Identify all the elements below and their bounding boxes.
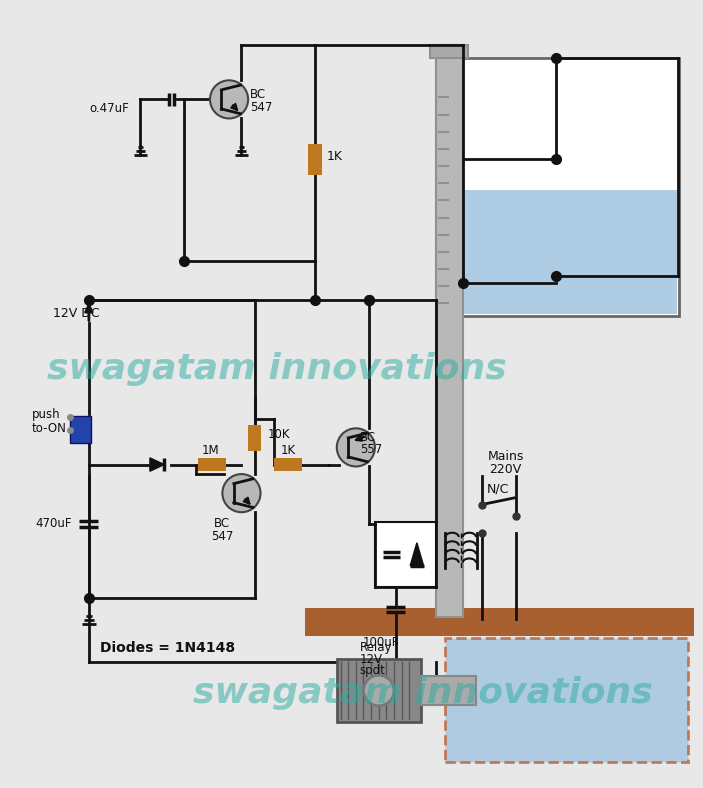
Bar	[420, 676, 476, 704]
Text: 12V: 12V	[360, 652, 382, 666]
Bar	[457, 190, 677, 314]
Bar	[375, 522, 436, 586]
Text: to-ON: to-ON	[32, 422, 67, 435]
Circle shape	[363, 675, 394, 706]
Polygon shape	[411, 543, 423, 566]
Text: 547: 547	[250, 101, 272, 113]
Bar	[308, 144, 321, 175]
Bar	[436, 45, 463, 617]
Bar	[455, 58, 679, 316]
Text: 547: 547	[211, 530, 233, 543]
Bar	[274, 458, 302, 471]
Text: swagatam innovations: swagatam innovations	[47, 352, 507, 386]
Bar	[446, 638, 688, 762]
Bar	[430, 45, 468, 58]
Polygon shape	[150, 458, 165, 471]
Text: BC: BC	[360, 431, 376, 444]
Text: Mains: Mains	[487, 451, 524, 463]
Text: Relay: Relay	[360, 641, 392, 654]
Text: BC: BC	[250, 88, 266, 101]
Text: 10K: 10K	[268, 429, 290, 441]
Text: 1M: 1M	[201, 444, 219, 457]
Text: 1K: 1K	[326, 150, 342, 163]
Circle shape	[222, 474, 261, 512]
Bar	[198, 458, 226, 471]
Circle shape	[337, 429, 375, 466]
Text: spdt: spdt	[360, 664, 385, 677]
Text: 557: 557	[360, 443, 382, 455]
Text: 220V: 220V	[489, 463, 522, 476]
Bar	[305, 608, 695, 636]
Text: 100uF: 100uF	[363, 637, 399, 649]
Text: Diodes = 1N4148: Diodes = 1N4148	[101, 641, 236, 655]
Circle shape	[210, 80, 248, 118]
Bar	[337, 659, 420, 722]
Text: push: push	[32, 407, 60, 421]
Text: 470uF: 470uF	[36, 517, 72, 530]
Text: N/C: N/C	[486, 483, 509, 496]
Text: 1K: 1K	[280, 444, 296, 457]
Text: 12V DC: 12V DC	[53, 307, 99, 321]
Text: swagatam innovations: swagatam innovations	[193, 676, 652, 710]
Text: BC: BC	[214, 517, 231, 530]
Text: o.47uF: o.47uF	[89, 102, 129, 115]
Bar	[70, 416, 91, 443]
Bar	[248, 425, 262, 452]
